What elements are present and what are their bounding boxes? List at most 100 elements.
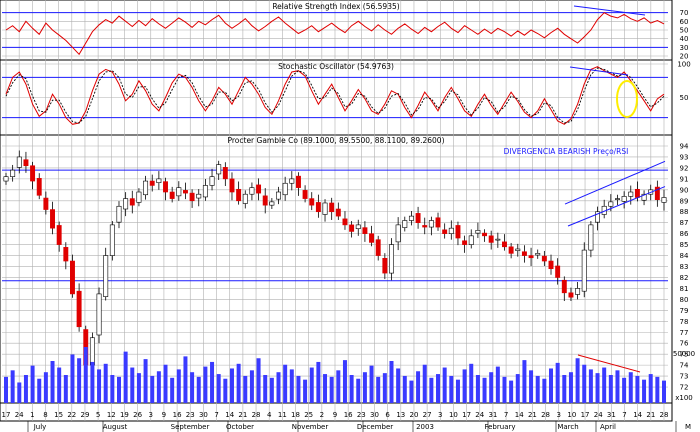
candle-body	[156, 178, 162, 184]
price-tick-label: 79	[680, 307, 689, 315]
x-tick-label: 17	[581, 411, 590, 419]
price-tick-label: 80	[680, 296, 689, 304]
x-tick-label: 21	[238, 411, 247, 419]
candle-body	[302, 190, 308, 199]
x-tick-label: 23	[186, 411, 195, 419]
candle-body	[163, 181, 168, 193]
x-tick-label: 16	[173, 411, 182, 419]
chart-marks	[3, 5, 667, 403]
candle-body	[16, 156, 22, 168]
x-tick-label: 16	[344, 411, 353, 419]
candle-body	[654, 186, 660, 200]
price-tick-label: 82	[680, 274, 689, 282]
candle-body	[315, 202, 321, 213]
candle-body	[475, 230, 481, 234]
candle-body	[448, 227, 454, 234]
candle-body	[515, 248, 521, 251]
stochastic-tick-label: 100	[677, 61, 690, 69]
candle-body	[575, 288, 581, 295]
candle-body	[495, 238, 501, 241]
x-tick-label: 10	[567, 411, 576, 419]
candle-body	[482, 232, 488, 237]
candle-body	[641, 193, 647, 201]
x-tick-label: 21	[528, 411, 537, 419]
candle-body	[415, 213, 421, 223]
candle-body	[462, 240, 468, 245]
x-tick-label: 12	[107, 411, 116, 419]
x-tick-label: 9	[162, 411, 166, 419]
candle-body	[508, 246, 514, 254]
price-tick-label: 83	[680, 263, 689, 271]
candle-body	[89, 337, 95, 366]
x-tick-label: 3	[438, 411, 442, 419]
candle-body	[615, 198, 620, 200]
price-panel	[0, 134, 673, 404]
candle-body	[581, 249, 587, 292]
x-tick-label: 31	[488, 411, 497, 419]
x-tick-label: 28	[660, 411, 669, 419]
candle-body	[50, 209, 55, 229]
candle-body	[329, 202, 335, 213]
candle-body	[222, 167, 228, 180]
candle-body	[382, 258, 388, 274]
x-tick-label: 17	[2, 411, 11, 419]
x-tick-label: 18	[291, 411, 300, 419]
channel-upper-line	[564, 160, 666, 205]
candle-body	[36, 178, 42, 196]
price-tick-label: 93	[680, 153, 689, 161]
candle-body	[408, 215, 414, 221]
rsi-tick-label: 70	[680, 9, 689, 17]
candle-body	[468, 235, 474, 245]
x-tick-label: 22	[67, 411, 76, 419]
highlight-ellipse	[616, 80, 638, 118]
month-label: February	[484, 423, 515, 431]
x-tick-label: 3	[149, 411, 153, 419]
x-tick-label: 26	[133, 411, 142, 419]
rsi-line	[5, 12, 665, 56]
candle-body	[103, 255, 109, 297]
x-tick-label: 21	[646, 411, 655, 419]
x-tick-label: 30	[370, 411, 379, 419]
candle-body	[256, 184, 262, 194]
candle-body	[176, 187, 182, 197]
candle-body	[56, 225, 62, 245]
month-label: March	[557, 423, 578, 431]
candle-body	[23, 159, 29, 167]
x-tick-label: 2	[320, 411, 324, 419]
month-label: September	[171, 423, 210, 431]
candle-body	[621, 196, 627, 202]
rsi-title: Relative Strength Index (56.5935)	[272, 2, 399, 11]
x-tick-label: 6	[385, 411, 390, 419]
candle-body	[595, 211, 600, 223]
x-tick-label: 11	[278, 411, 287, 419]
candle-body	[269, 201, 275, 206]
candle-body	[196, 193, 202, 199]
candle-body	[116, 205, 122, 223]
candle-body	[435, 217, 441, 228]
month-label: August	[103, 423, 128, 431]
candle-body	[143, 180, 149, 196]
candle-body	[362, 227, 368, 234]
x-tick-label: 7	[504, 411, 508, 419]
price-tick-label: 78	[680, 318, 689, 326]
candle-body	[355, 224, 361, 230]
candle-body	[169, 191, 175, 199]
candle-body	[521, 251, 527, 256]
candle-body	[548, 260, 554, 270]
candle-body	[402, 220, 408, 228]
candle-body	[395, 224, 401, 243]
candle-body	[229, 178, 235, 193]
month-label: 2003	[416, 423, 434, 431]
x-tick-label: 17	[462, 411, 471, 419]
stochastic-title: Stochastic Oscillator (54.9763)	[278, 62, 394, 71]
candle-body	[375, 239, 381, 256]
month-label: November	[292, 423, 329, 431]
candle-body	[189, 192, 195, 202]
rsi-tick-label: 30	[680, 44, 689, 52]
x-tick-label: 14	[515, 411, 524, 419]
candle-body	[422, 225, 428, 228]
candle-body	[236, 188, 242, 202]
x-tick-label: 28	[541, 411, 550, 419]
x-tick-label: 20	[409, 411, 418, 419]
price-title: Procter Gamble Co (89.1000, 89.5500, 88.…	[227, 136, 444, 145]
